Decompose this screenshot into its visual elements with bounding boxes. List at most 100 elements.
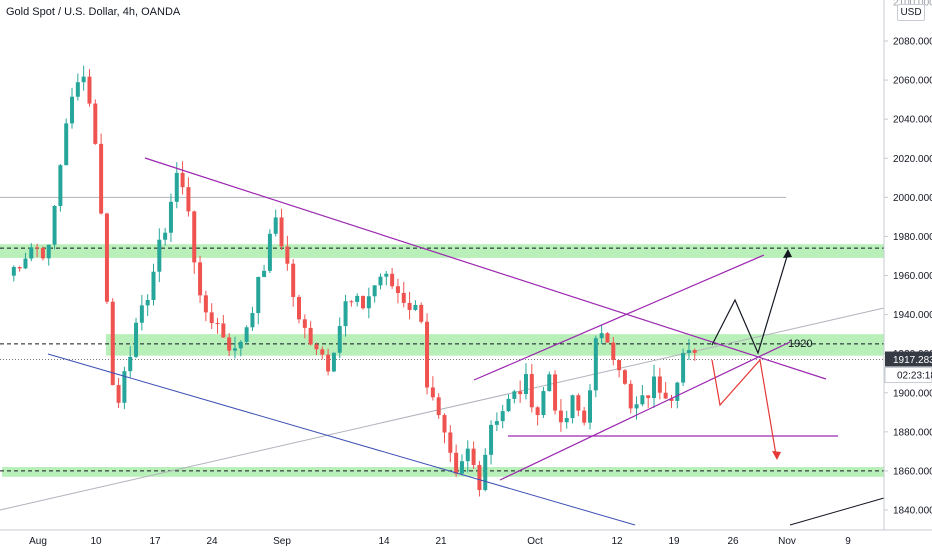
candle bbox=[215, 317, 220, 334]
candle bbox=[611, 336, 616, 366]
candle-body bbox=[46, 244, 51, 259]
candle bbox=[494, 412, 499, 432]
candle-body bbox=[87, 76, 92, 104]
candle-body bbox=[58, 165, 63, 207]
candle bbox=[134, 317, 139, 359]
candle bbox=[558, 399, 563, 432]
candle bbox=[64, 118, 69, 166]
y-tick-label: 2080.000 bbox=[893, 37, 932, 48]
candle bbox=[29, 243, 34, 262]
candle bbox=[180, 161, 185, 195]
candle-body bbox=[134, 322, 139, 357]
candle bbox=[407, 291, 412, 320]
candle bbox=[657, 367, 662, 400]
candle-body bbox=[419, 304, 424, 322]
y-tick-label: 1840.000 bbox=[893, 506, 932, 517]
candle-body bbox=[297, 296, 301, 320]
candle bbox=[553, 370, 558, 415]
y-tick-label: 2000.000 bbox=[893, 193, 932, 204]
candle bbox=[93, 99, 98, 145]
candle-body bbox=[267, 233, 272, 271]
candle bbox=[279, 208, 284, 251]
currency-button[interactable]: USD bbox=[897, 4, 925, 21]
bullish-arrow-icon bbox=[783, 249, 792, 258]
candle bbox=[349, 300, 354, 307]
x-tick-label: 19 bbox=[668, 536, 680, 547]
candle bbox=[23, 252, 28, 270]
candle bbox=[267, 229, 272, 273]
candle bbox=[529, 363, 534, 413]
candle-series[interactable] bbox=[11, 65, 697, 497]
candle-body bbox=[494, 421, 499, 425]
candle bbox=[151, 263, 156, 306]
candle-body bbox=[302, 319, 307, 328]
y-tick-label: 2020.000 bbox=[893, 154, 932, 165]
candle-body bbox=[192, 211, 197, 263]
candle-body bbox=[506, 398, 511, 412]
candle-body bbox=[52, 206, 57, 245]
candle-body bbox=[663, 392, 668, 399]
candle-body bbox=[81, 76, 86, 83]
x-tick-label: 12 bbox=[611, 536, 623, 547]
candle bbox=[692, 348, 697, 361]
candle-body bbox=[442, 415, 447, 433]
candle-body bbox=[593, 338, 598, 391]
x-tick-label: Aug bbox=[29, 536, 47, 547]
candle-body bbox=[337, 326, 342, 353]
candle-body bbox=[64, 123, 69, 166]
candle bbox=[58, 163, 63, 212]
candle bbox=[320, 346, 325, 360]
candle-body bbox=[232, 348, 237, 351]
candle-body bbox=[104, 213, 109, 302]
countdown-value: 02:23:18 bbox=[897, 371, 932, 382]
x-tick-label: 9 bbox=[845, 536, 851, 547]
y-tick-label: 1980.000 bbox=[893, 232, 932, 243]
candle-body bbox=[395, 286, 400, 293]
x-tick-label: 10 bbox=[90, 536, 102, 547]
candle bbox=[570, 394, 575, 424]
candle-body bbox=[489, 424, 494, 455]
candle bbox=[35, 243, 40, 258]
candle-body bbox=[500, 411, 505, 422]
candle bbox=[186, 177, 191, 217]
candle-body bbox=[174, 172, 179, 202]
candle bbox=[512, 389, 517, 404]
candle bbox=[256, 276, 261, 325]
bullish-projection bbox=[711, 252, 789, 355]
candle bbox=[227, 333, 232, 357]
candle-body bbox=[11, 266, 16, 276]
candle bbox=[366, 287, 371, 319]
blue-trendline bbox=[47, 353, 636, 526]
y-tick-label: 2040.000 bbox=[893, 115, 932, 126]
candle bbox=[314, 342, 319, 355]
symbol-title: Gold Spot / U.S. Dollar, 4h, OANDA bbox=[6, 6, 181, 18]
candle bbox=[203, 290, 208, 322]
candle-body bbox=[163, 232, 168, 240]
candle bbox=[17, 266, 22, 272]
candle-body bbox=[646, 395, 651, 399]
candle-body bbox=[273, 217, 278, 234]
candle-body bbox=[448, 432, 453, 453]
candle bbox=[401, 281, 406, 308]
candle bbox=[588, 384, 592, 430]
candle-body bbox=[355, 295, 360, 302]
candle bbox=[582, 406, 587, 426]
candle bbox=[436, 393, 441, 419]
candle bbox=[506, 394, 511, 413]
channel-upper-line bbox=[473, 254, 765, 381]
candle bbox=[459, 454, 464, 476]
candle bbox=[40, 246, 45, 261]
resistance-zone bbox=[0, 244, 884, 258]
candle-body bbox=[401, 292, 406, 303]
candle-body bbox=[599, 333, 604, 339]
candle bbox=[471, 441, 476, 469]
candle-body bbox=[425, 321, 430, 388]
candle bbox=[70, 87, 75, 129]
candle bbox=[302, 314, 307, 339]
candle-body bbox=[471, 448, 476, 465]
candle-body bbox=[23, 258, 28, 269]
candle-body bbox=[203, 295, 208, 313]
candle bbox=[477, 461, 482, 497]
